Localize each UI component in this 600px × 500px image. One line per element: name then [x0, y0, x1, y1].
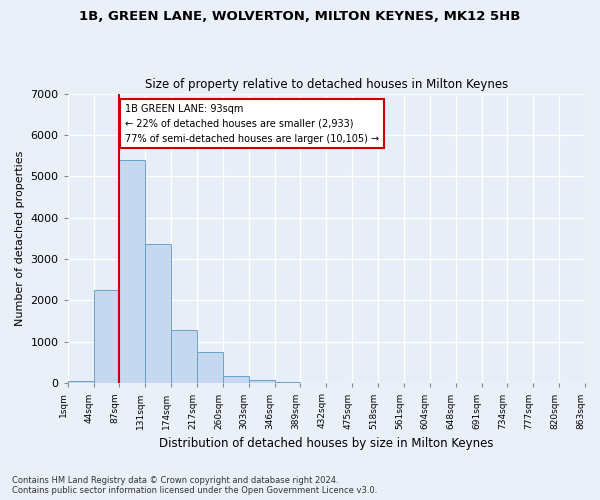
- Bar: [223, 376, 249, 384]
- Bar: [249, 380, 275, 384]
- Bar: [197, 352, 223, 384]
- Bar: [275, 382, 301, 384]
- Y-axis label: Number of detached properties: Number of detached properties: [15, 150, 25, 326]
- Text: 1B GREEN LANE: 93sqm
← 22% of detached houses are smaller (2,933)
77% of semi-de: 1B GREEN LANE: 93sqm ← 22% of detached h…: [125, 104, 379, 144]
- Text: 1B, GREEN LANE, WOLVERTON, MILTON KEYNES, MK12 5HB: 1B, GREEN LANE, WOLVERTON, MILTON KEYNES…: [79, 10, 521, 23]
- Bar: [119, 160, 145, 384]
- Title: Size of property relative to detached houses in Milton Keynes: Size of property relative to detached ho…: [145, 78, 508, 91]
- Bar: [68, 381, 94, 384]
- Bar: [94, 290, 119, 384]
- Text: Contains HM Land Registry data © Crown copyright and database right 2024.
Contai: Contains HM Land Registry data © Crown c…: [12, 476, 377, 495]
- X-axis label: Distribution of detached houses by size in Milton Keynes: Distribution of detached houses by size …: [159, 437, 494, 450]
- Bar: [145, 244, 171, 384]
- Bar: [171, 330, 197, 384]
